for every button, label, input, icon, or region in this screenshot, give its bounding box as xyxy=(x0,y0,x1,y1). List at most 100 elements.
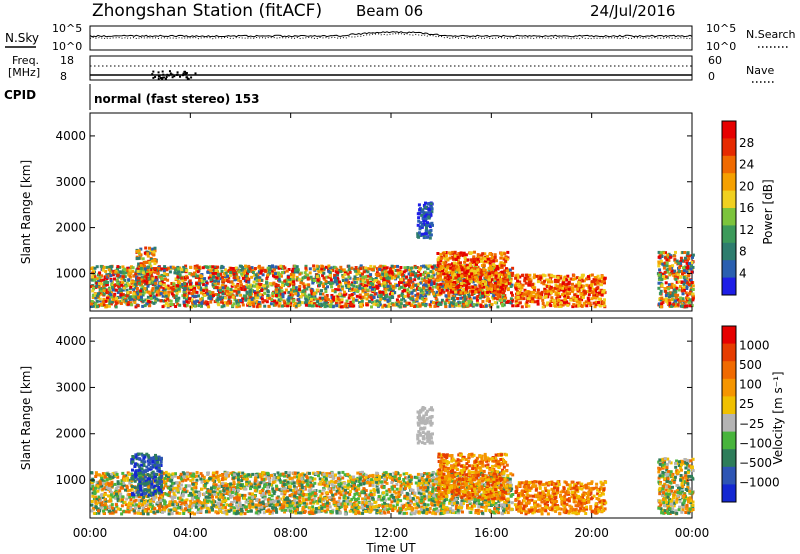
station-title: Zhongshan Station (fitACF) xyxy=(92,1,322,21)
data-cell xyxy=(209,265,212,269)
data-cell xyxy=(463,256,467,260)
data-cell xyxy=(551,289,555,293)
data-cell xyxy=(133,280,137,283)
data-cell xyxy=(207,296,211,300)
data-cell xyxy=(516,295,520,299)
data-cell xyxy=(691,255,694,259)
data-cell xyxy=(574,284,578,288)
data-cell xyxy=(344,302,348,306)
data-cell xyxy=(681,272,684,276)
data-cell xyxy=(544,293,548,296)
data-cell xyxy=(417,270,421,273)
data-cell xyxy=(104,288,108,292)
data-cell xyxy=(131,269,135,273)
data-cell xyxy=(460,274,464,278)
data-cell xyxy=(305,301,309,304)
data-cell xyxy=(684,268,688,272)
data-cell xyxy=(426,202,430,206)
data-cell xyxy=(436,278,440,282)
data-cell xyxy=(145,269,149,272)
data-cell xyxy=(499,288,503,292)
data-cell xyxy=(91,294,95,298)
data-cell xyxy=(488,272,492,276)
data-cell xyxy=(479,271,483,275)
data-cell xyxy=(491,297,495,301)
data-cell xyxy=(664,256,668,260)
data-cell xyxy=(279,295,283,299)
data-cell xyxy=(674,277,678,281)
nave-label: Nave xyxy=(746,64,774,77)
data-cell xyxy=(489,260,493,263)
data-cell xyxy=(96,279,100,283)
data-cell xyxy=(261,266,265,270)
data-cell xyxy=(91,278,95,282)
data-cell xyxy=(169,299,173,303)
data-cell xyxy=(510,299,514,303)
data-cell xyxy=(426,285,430,289)
data-cell xyxy=(394,282,397,286)
data-cell xyxy=(177,296,181,300)
data-cell xyxy=(420,297,424,301)
data-cell xyxy=(143,304,147,308)
data-cell xyxy=(674,250,677,254)
data-cell xyxy=(209,274,213,278)
data-cell xyxy=(163,277,167,281)
data-cell xyxy=(424,283,428,287)
data-cell xyxy=(458,304,461,308)
data-cell xyxy=(338,292,342,296)
data-cell xyxy=(483,252,487,256)
data-cell xyxy=(346,272,350,276)
data-cell xyxy=(351,287,355,291)
data-cell xyxy=(225,301,229,305)
data-cell xyxy=(504,259,508,263)
data-cell xyxy=(485,299,489,303)
data-cell xyxy=(340,268,344,272)
data-cell xyxy=(539,292,543,296)
data-cell xyxy=(320,267,324,271)
freq-dot xyxy=(162,76,165,79)
data-cell xyxy=(350,295,354,299)
data-cell xyxy=(555,291,559,295)
data-cell xyxy=(451,287,455,291)
data-cell xyxy=(670,291,674,295)
data-cell xyxy=(195,264,199,268)
data-cell xyxy=(676,293,680,297)
data-cell xyxy=(362,508,366,512)
data-cell xyxy=(401,278,405,282)
data-cell xyxy=(432,280,436,284)
data-cell xyxy=(430,221,434,225)
data-cell xyxy=(151,247,155,251)
data-cell xyxy=(214,271,218,275)
data-cell xyxy=(471,285,475,289)
data-cell xyxy=(192,274,196,278)
data-cell xyxy=(402,296,405,300)
colorbar-tick-label: 8 xyxy=(739,245,747,259)
data-cell xyxy=(322,276,326,280)
data-cell xyxy=(147,265,151,269)
data-cell xyxy=(378,290,382,294)
data-cell xyxy=(127,272,131,276)
data-cell xyxy=(229,266,233,270)
data-cell xyxy=(257,290,261,293)
data-cell xyxy=(141,271,145,275)
data-cell xyxy=(418,208,422,212)
nave-tick-top: 60 xyxy=(708,54,722,67)
data-cell xyxy=(683,251,687,254)
data-cell xyxy=(287,268,291,271)
data-cell xyxy=(104,283,108,287)
data-cell xyxy=(538,278,542,282)
data-cell xyxy=(464,253,468,257)
data-cell xyxy=(291,267,295,271)
data-cell xyxy=(107,274,111,278)
data-cell xyxy=(121,296,125,300)
data-cell xyxy=(142,291,146,295)
data-cell xyxy=(682,276,686,279)
data-cell xyxy=(165,301,169,305)
data-cell xyxy=(674,293,678,297)
data-cell xyxy=(547,280,551,284)
data-cell xyxy=(666,253,670,257)
data-cell xyxy=(456,259,460,263)
data-cell xyxy=(445,298,449,302)
data-cell xyxy=(164,298,168,302)
data-cell xyxy=(114,299,118,303)
